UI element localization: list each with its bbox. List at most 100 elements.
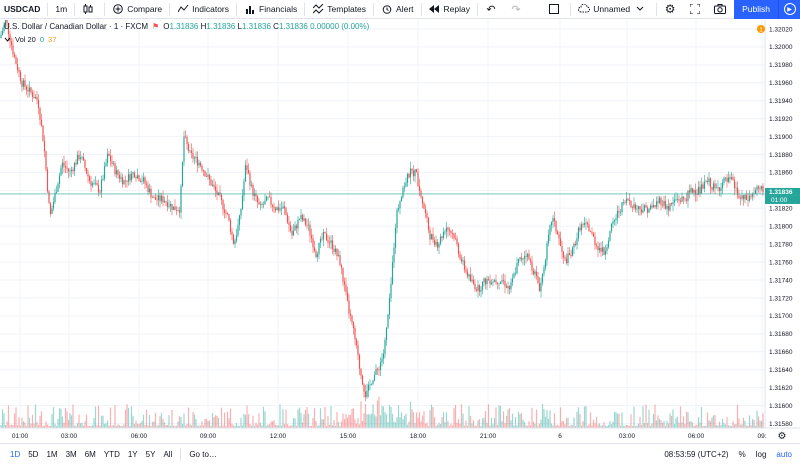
candle-body [708,178,710,183]
layout-button[interactable] [543,0,568,19]
volume-bar [193,414,196,428]
volume-bar [588,424,590,428]
range-5y[interactable]: 5Y [145,450,156,459]
candle-body [10,41,13,46]
candle-body [84,160,86,169]
candle-body [300,215,302,220]
candle-body [453,233,455,239]
volume-bar [0,425,2,428]
candle-body [496,282,499,284]
volume-bar [691,422,694,428]
candle-body [538,283,541,292]
candle-body [6,20,8,23]
fullscreen-button[interactable] [684,0,709,19]
volume-legend[interactable]: Vol 20 0 37 [4,35,56,44]
candle-body [42,125,44,142]
settings-button[interactable]: ⚙ [659,0,684,19]
volume-bar [157,425,160,428]
volume-bar [187,407,190,428]
volume-bar [79,423,82,428]
percent-toggle[interactable]: % [738,450,746,459]
chart-settings-button[interactable]: ⚙ [778,431,787,442]
candle-body [642,210,644,213]
volume-bar [40,411,43,428]
publish-menu-button[interactable]: ▶ [778,0,800,19]
candle-body [471,279,473,282]
volume-bar [36,421,38,428]
price-chart[interactable]: 1.32020 1.32000 1.31980 1.31960 1.31940 1.319… [0,20,800,443]
candle-body [450,231,452,234]
auto-toggle[interactable]: auto [776,450,792,459]
candle-body [615,218,617,221]
range-1y[interactable]: 1Y [127,450,138,459]
candle-body [60,167,62,176]
candle-body [516,262,518,274]
candle-body [508,286,511,290]
range-ytd[interactable]: YTD [103,450,120,459]
financials-button[interactable]: Financials [239,0,302,19]
range-all[interactable]: All [163,450,173,459]
candle-body [180,186,182,213]
templates-label: Templates [327,4,367,14]
chart-type-button[interactable] [77,0,102,19]
candle-body [228,214,230,221]
replay-button[interactable]: Replay [424,0,475,19]
save-layout-button[interactable]: Unnamed [573,0,654,19]
candle-body [762,186,764,193]
price-tick-label: 1.32020 [769,26,793,33]
volume-bar [474,425,476,428]
separator [236,2,238,16]
candle-body [550,222,553,226]
candle-body [24,80,26,87]
candle-body [660,197,662,205]
range-6m[interactable]: 6M [84,450,96,459]
publish-button[interactable]: Publish [734,0,778,19]
compare-button[interactable]: Compare [107,0,167,19]
clock[interactable]: 08:53:59 (UTC+2) [664,450,729,459]
candle-body [162,196,164,203]
indicators-label: Indicators [192,4,230,14]
candle-body [522,258,524,260]
symbol-search[interactable]: USDCAD [4,4,41,14]
range-3m[interactable]: 3M [65,450,77,459]
candle-body [678,199,680,201]
volume-bar [595,416,598,428]
candle-body [343,281,346,285]
candle-body [304,218,307,225]
alert-button[interactable]: Alert [376,0,418,19]
indicators-button[interactable]: Indicators [172,0,234,19]
volume-bar [139,422,142,428]
undo-button[interactable]: ↶ [480,0,505,19]
volume-bar [511,413,514,428]
volume-bar [535,409,538,428]
candles-icon [82,3,94,15]
volume-bar [301,422,304,428]
candle-body [168,206,170,207]
redo-button[interactable]: ↷ [505,0,530,19]
candle-body [226,213,229,215]
candle-body [553,218,556,221]
volume-bar [85,414,88,428]
volume-bar [171,409,173,428]
candle-body [433,240,436,245]
candle-body [456,238,458,245]
log-toggle[interactable]: log [755,450,767,459]
candle-body [267,196,269,198]
volume-bar [610,424,613,428]
range-1m[interactable]: 1M [46,450,58,459]
volume-bar [112,425,115,428]
candle-body [757,186,760,189]
candle-body [441,236,443,238]
snapshot-button[interactable] [709,0,734,19]
candle-body [334,248,337,252]
interval-button[interactable]: 1m [55,4,68,14]
candle-body [172,206,175,210]
volume-bar [63,422,65,428]
volume-bar [756,410,758,428]
templates-button[interactable]: Templates [307,0,371,19]
goto-button[interactable]: Go to… [189,450,217,459]
candle-body [309,224,311,236]
range-5d[interactable]: 5D [28,450,39,459]
candle-body [373,374,376,381]
range-1d[interactable]: 1D [10,450,21,459]
